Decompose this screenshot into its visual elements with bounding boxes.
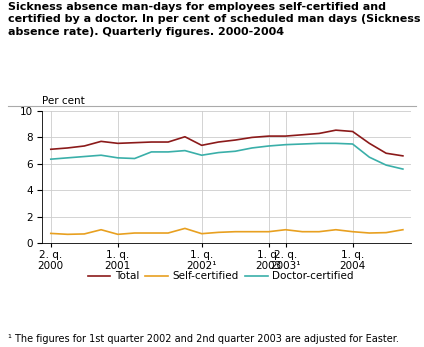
Total	[249, 135, 254, 139]
Text: Per cent: Per cent	[42, 96, 85, 106]
Total	[233, 138, 238, 142]
Total	[82, 144, 87, 148]
Self-certified	[367, 231, 372, 235]
Total	[182, 135, 187, 139]
Self-certified	[350, 230, 355, 234]
Doctor-certified	[283, 143, 288, 147]
Total	[166, 140, 171, 144]
Total	[132, 141, 137, 145]
Total	[115, 141, 120, 145]
Self-certified	[300, 230, 305, 234]
Self-certified	[115, 232, 120, 236]
Total	[65, 146, 70, 150]
Self-certified	[283, 228, 288, 232]
Doctor-certified	[367, 155, 372, 159]
Doctor-certified	[316, 141, 321, 145]
Self-certified	[48, 231, 53, 236]
Doctor-certified	[384, 163, 389, 167]
Self-certified	[266, 230, 271, 234]
Self-certified	[82, 232, 87, 236]
Self-certified	[132, 231, 137, 235]
Doctor-certified	[266, 144, 271, 148]
Self-certified	[384, 230, 389, 235]
Doctor-certified	[182, 149, 187, 153]
Total	[216, 140, 221, 144]
Total	[98, 139, 103, 143]
Doctor-certified	[350, 142, 355, 146]
Doctor-certified	[166, 150, 171, 154]
Doctor-certified	[199, 153, 204, 157]
Total	[300, 133, 305, 137]
Self-certified	[316, 230, 321, 234]
Self-certified	[182, 226, 187, 230]
Total	[367, 141, 372, 145]
Total	[400, 154, 405, 158]
Self-certified	[149, 231, 154, 235]
Line: Self-certified: Self-certified	[51, 228, 403, 234]
Total	[316, 132, 321, 136]
Line: Doctor-certified: Doctor-certified	[51, 143, 403, 169]
Doctor-certified	[216, 151, 221, 155]
Total	[283, 134, 288, 138]
Total	[199, 143, 204, 147]
Doctor-certified	[115, 156, 120, 160]
Self-certified	[199, 231, 204, 236]
Total	[350, 129, 355, 134]
Doctor-certified	[333, 141, 338, 145]
Doctor-certified	[300, 142, 305, 146]
Doctor-certified	[132, 156, 137, 161]
Text: Sickness absence man-days for employees self-certified and
certified by a doctor: Sickness absence man-days for employees …	[8, 2, 421, 36]
Doctor-certified	[82, 154, 87, 159]
Total	[149, 140, 154, 144]
Total	[266, 134, 271, 138]
Doctor-certified	[400, 167, 405, 171]
Text: ¹ The figures for 1st quarter 2002 and 2nd quarter 2003 are adjusted for Easter.: ¹ The figures for 1st quarter 2002 and 2…	[8, 333, 399, 344]
Self-certified	[216, 230, 221, 235]
Self-certified	[166, 231, 171, 235]
Self-certified	[249, 230, 254, 234]
Doctor-certified	[98, 153, 103, 157]
Doctor-certified	[48, 157, 53, 161]
Total	[384, 151, 389, 155]
Self-certified	[333, 228, 338, 232]
Total	[48, 147, 53, 151]
Self-certified	[400, 228, 405, 232]
Doctor-certified	[233, 149, 238, 153]
Self-certified	[233, 230, 238, 234]
Self-certified	[98, 228, 103, 232]
Self-certified	[65, 232, 70, 236]
Doctor-certified	[149, 150, 154, 154]
Doctor-certified	[249, 146, 254, 150]
Total	[333, 128, 338, 132]
Doctor-certified	[65, 156, 70, 160]
Legend: Total, Self-certified, Doctor-certified: Total, Self-certified, Doctor-certified	[84, 267, 357, 286]
Line: Total: Total	[51, 130, 403, 156]
